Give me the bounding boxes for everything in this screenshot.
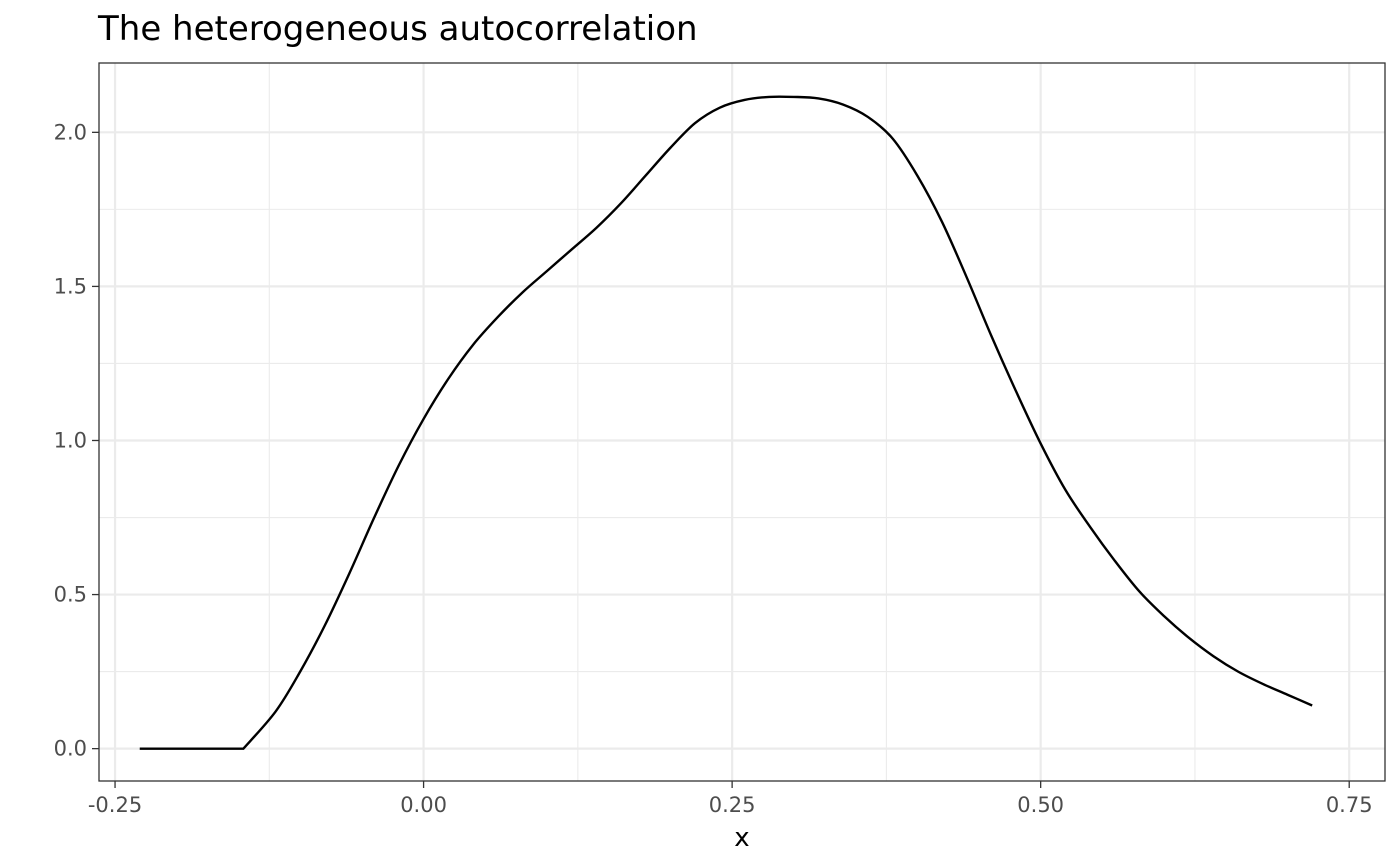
- x-tick-label: 0.25: [709, 793, 756, 817]
- y-tick-label: 0.0: [54, 737, 87, 761]
- series-layer: [139, 95, 1313, 750]
- x-axis-title: x: [734, 823, 749, 853]
- x-tick-label: 0.00: [400, 793, 447, 817]
- y-tick-label: 0.5: [54, 583, 87, 607]
- y-tick-label: 1.5: [54, 274, 87, 298]
- y-tick-label: 1.0: [54, 428, 87, 452]
- x-tick-label: 0.50: [1017, 793, 1064, 817]
- chart-title: The heterogeneous autocorrelation: [97, 9, 698, 49]
- x-tick-label: 0.75: [1326, 793, 1373, 817]
- y-tick-label: 2.0: [54, 120, 87, 144]
- series-line: [139, 95, 1313, 750]
- axes: -0.25 0.00 0.25 0.50 0.75 0.0 0.5 1.0 1.5 2.0: [54, 120, 1373, 817]
- x-tick-label: -0.25: [88, 793, 142, 817]
- plot-panel-border: [98, 62, 1386, 782]
- gridlines: [99, 63, 1385, 781]
